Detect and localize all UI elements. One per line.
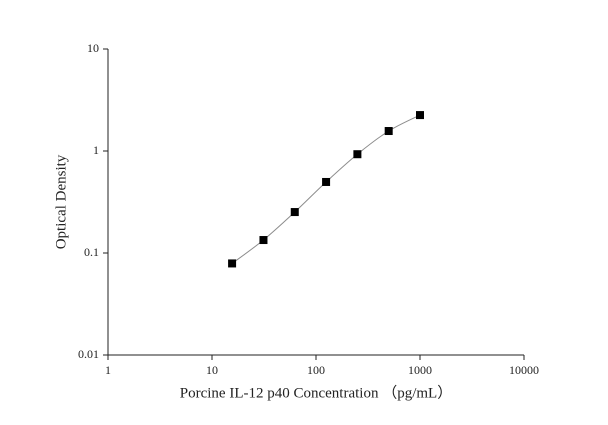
x-tick-label: 10 bbox=[206, 363, 218, 377]
x-axis-title: Porcine IL-12 p40 Concentration （pg/mL） bbox=[180, 384, 452, 401]
data-point bbox=[384, 127, 393, 136]
data-point bbox=[353, 150, 362, 159]
y-tick-label: 0.01 bbox=[78, 347, 99, 361]
y-tick-label: 10 bbox=[87, 41, 99, 55]
y-axis-title: Optical Density bbox=[53, 154, 69, 249]
x-tick-label: 10000 bbox=[509, 363, 539, 377]
y-tick-label: 0.1 bbox=[84, 245, 99, 259]
x-tick-label: 1000 bbox=[408, 363, 432, 377]
data-point bbox=[322, 177, 331, 186]
y-tick-label: 1 bbox=[93, 143, 99, 157]
x-tick-label: 100 bbox=[307, 363, 325, 377]
data-point bbox=[259, 236, 268, 245]
data-point bbox=[290, 208, 299, 217]
x-tick-label: 1 bbox=[105, 363, 111, 377]
data-point bbox=[228, 259, 237, 268]
data-point bbox=[416, 111, 424, 120]
